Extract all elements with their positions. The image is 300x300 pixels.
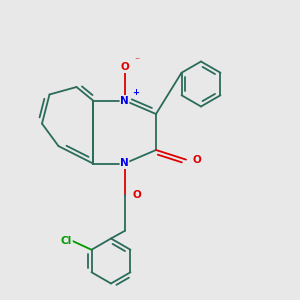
Text: O: O [120,62,129,73]
Text: ⁻: ⁻ [134,56,139,67]
Text: O: O [133,190,142,200]
Text: +: + [132,88,140,98]
Text: N: N [120,95,129,106]
Text: N: N [120,158,129,169]
Text: O: O [192,154,201,165]
Text: Cl: Cl [61,236,72,246]
